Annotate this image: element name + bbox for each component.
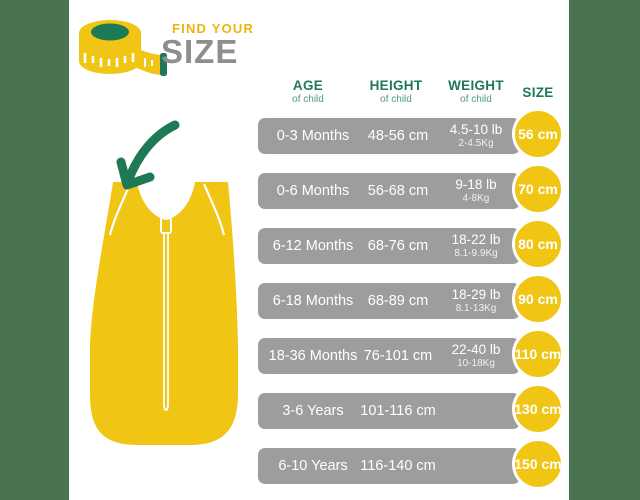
weight-kg: 8.1-9.9Kg (454, 247, 498, 259)
size-row: 6-18 Months 68-89 cm 18-29 lb 8.1-13Kg (258, 283, 520, 319)
size-badge: 110 cm (512, 328, 564, 380)
size-row: 0-3 Months 48-56 cm 4.5-10 lb 2-4.5Kg (258, 118, 520, 154)
weight-kg: 2-4.5Kg (458, 137, 494, 149)
sleeping-bag-illustration (90, 120, 238, 445)
age-value: 0-6 Months (276, 183, 350, 199)
age-value: 0-3 Months (276, 128, 350, 144)
height-value: 48-56 cm (367, 128, 429, 144)
zipper-line (163, 233, 169, 411)
header-sublabel: of child (292, 94, 324, 105)
weight-lb: 22-40 lb (451, 342, 501, 358)
logo-size-text: SIZE (161, 33, 239, 70)
weight-lb: 18-29 lb (451, 287, 501, 303)
size-badge: 90 cm (512, 273, 564, 325)
age-value: 3-6 Years (282, 403, 344, 419)
weight-value: 18-29 lb 8.1-13Kg (430, 283, 522, 319)
left-green-bar (0, 0, 69, 500)
age-value: 6-18 Months (272, 293, 354, 309)
size-row: 3-6 Years 101-116 cm (258, 393, 520, 429)
weight-lb: 4.5-10 lb (449, 122, 503, 138)
header-label: WEIGHT (448, 78, 504, 93)
size-row: 6-10 Years 116-140 cm (258, 448, 520, 484)
height-value: 116-140 cm (360, 458, 436, 474)
header-sublabel: of child (380, 94, 412, 105)
age-value: 18-36 Months (268, 348, 358, 364)
height-value: 76-101 cm (363, 348, 433, 364)
size-badge: 56 cm (512, 108, 564, 160)
weight-kg: 8.1-13Kg (455, 302, 497, 314)
header-label: HEIGHT (369, 78, 423, 93)
weight-kg: 10-18Kg (457, 357, 495, 369)
arrow-icon (116, 120, 180, 190)
height-value: 68-76 cm (367, 238, 429, 254)
size-badge: 150 cm (512, 438, 564, 490)
header-label: SIZE (522, 85, 554, 100)
weight-value: 9-18 lb 4-8Kg (430, 173, 522, 209)
bag-neckline-inner (141, 181, 191, 216)
column-header-weight: WEIGHT of child (434, 78, 518, 105)
size-row: 6-12 Months 68-76 cm 18-22 lb 8.1-9.9Kg (258, 228, 520, 264)
age-value: 6-12 Months (272, 238, 354, 254)
zipper-slider (160, 217, 172, 234)
size-badge: 70 cm (512, 163, 564, 215)
size-row: 18-36 Months 76-101 cm 22-40 lb 10-18Kg (258, 338, 520, 374)
header-label: AGE (292, 78, 324, 93)
header-sublabel: of child (460, 94, 492, 105)
bag-armhole-right (202, 183, 226, 236)
height-value: 68-89 cm (367, 293, 429, 309)
height-value: 101-116 cm (360, 403, 436, 419)
column-header-size: SIZE (508, 85, 568, 100)
size-badge: 130 cm (512, 383, 564, 435)
age-value: 6-10 Years (278, 458, 348, 474)
size-badge: 80 cm (512, 218, 564, 270)
size-row: 0-6 Months 56-68 cm 9-18 lb 4-8Kg (258, 173, 520, 209)
logo-find-your-text: FIND YOUR (172, 21, 255, 36)
weight-lb: 9-18 lb (455, 177, 497, 193)
weight-value: 18-22 lb 8.1-9.9Kg (430, 228, 522, 264)
right-green-bar (569, 0, 640, 500)
column-header-age: AGE of child (268, 78, 348, 105)
measuring-tape-icon (79, 20, 167, 76)
weight-kg: 4-8Kg (462, 192, 490, 204)
column-header-height: HEIGHT of child (356, 78, 436, 105)
weight-lb: 18-22 lb (451, 232, 501, 248)
weight-value: 22-40 lb 10-18Kg (430, 338, 522, 374)
weight-value: 4.5-10 lb 2-4.5Kg (430, 118, 522, 154)
height-value: 56-68 cm (367, 183, 429, 199)
